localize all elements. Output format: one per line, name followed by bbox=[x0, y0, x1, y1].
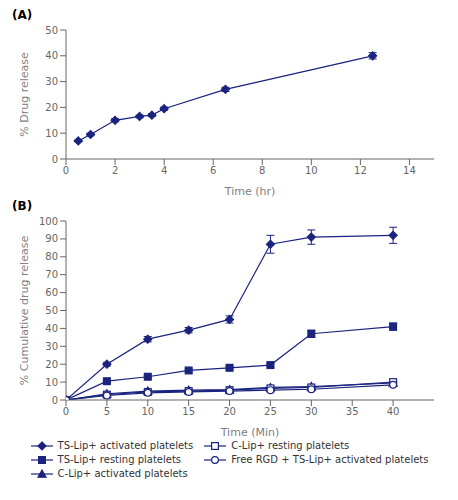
svg-text:Time (hr): Time (hr) bbox=[224, 185, 276, 198]
html-text:TS-Lip+ activated platelets: TS-Lip+ activated platelets bbox=[57, 440, 194, 451]
svg-text:0: 0 bbox=[63, 406, 69, 417]
svg-text:4: 4 bbox=[161, 165, 167, 176]
svg-text:% Drug release: % Drug release bbox=[18, 52, 31, 137]
svg-text:12: 12 bbox=[354, 165, 367, 176]
svg-text:30: 30 bbox=[305, 406, 318, 417]
svg-text:50: 50 bbox=[45, 305, 58, 316]
html-text:Free RGD + TS-Lip+ activated p: Free RGD + TS-Lip+ activated platelets bbox=[231, 454, 429, 465]
svg-text:20: 20 bbox=[45, 359, 58, 370]
svg-text:90: 90 bbox=[45, 233, 58, 244]
svg-text:10: 10 bbox=[45, 377, 58, 388]
html-text:(A): (A) bbox=[12, 8, 33, 22]
svg-text:8: 8 bbox=[259, 165, 265, 176]
svg-text:0: 0 bbox=[52, 154, 58, 165]
svg-text:40: 40 bbox=[45, 50, 58, 61]
svg-text:15: 15 bbox=[182, 406, 195, 417]
html-text:TS-Lip+ resting platelets: TS-Lip+ resting platelets bbox=[57, 454, 182, 465]
svg-text:2: 2 bbox=[112, 165, 118, 176]
svg-text:20: 20 bbox=[223, 406, 236, 417]
html-text:C-Lip+ activated platelets: C-Lip+ activated platelets bbox=[57, 468, 188, 479]
svg-text:20: 20 bbox=[45, 102, 58, 113]
svg-text:14: 14 bbox=[403, 165, 416, 176]
svg-text:50: 50 bbox=[45, 25, 58, 36]
svg-text:60: 60 bbox=[45, 287, 58, 298]
svg-text:10: 10 bbox=[45, 128, 58, 139]
svg-text:6: 6 bbox=[210, 165, 216, 176]
svg-text:80: 80 bbox=[45, 251, 58, 262]
svg-text:5: 5 bbox=[104, 406, 110, 417]
svg-text:% Cumulative drug release: % Cumulative drug release bbox=[18, 236, 31, 386]
html-text:C-Lip+ resting platelets: C-Lip+ resting platelets bbox=[231, 440, 350, 451]
svg-text:70: 70 bbox=[45, 269, 58, 280]
svg-text:30: 30 bbox=[45, 76, 58, 87]
svg-text:30: 30 bbox=[45, 341, 58, 352]
svg-text:10: 10 bbox=[305, 165, 318, 176]
svg-text:10: 10 bbox=[141, 406, 154, 417]
svg-text:25: 25 bbox=[264, 406, 277, 417]
svg-text:100: 100 bbox=[39, 216, 58, 227]
svg-text:40: 40 bbox=[387, 406, 400, 417]
svg-text:35: 35 bbox=[346, 406, 359, 417]
svg-text:40: 40 bbox=[45, 323, 58, 334]
html-text:(B): (B) bbox=[12, 199, 33, 213]
svg-text:0: 0 bbox=[52, 395, 58, 406]
svg-text:0: 0 bbox=[63, 165, 69, 176]
svg-text:Time (Min): Time (Min) bbox=[220, 426, 280, 439]
